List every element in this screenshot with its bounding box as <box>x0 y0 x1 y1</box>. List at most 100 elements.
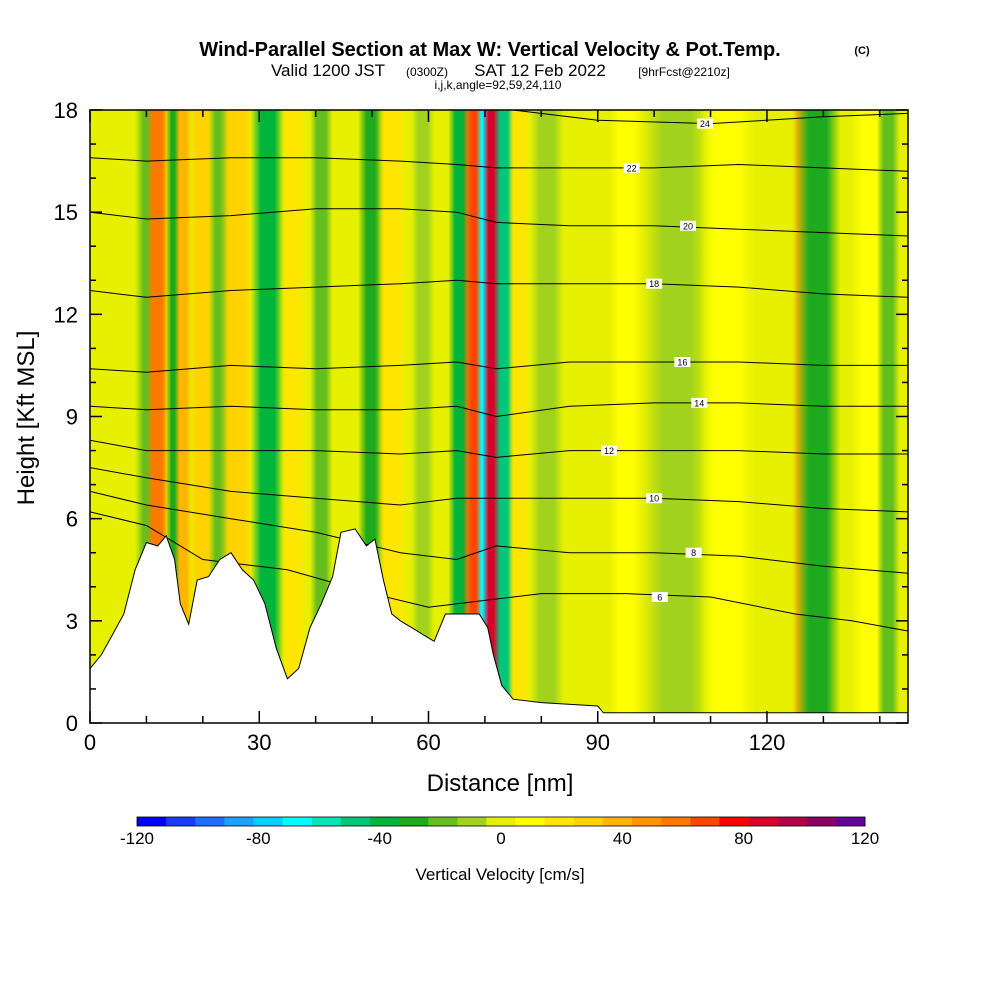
colorbar-tick-label: 0 <box>496 829 505 848</box>
colorbar-swatch <box>224 817 254 826</box>
velocity-band <box>642 110 711 723</box>
y-axis: 0 3 6 9 12 15 18 <box>54 98 908 736</box>
colorbar-swatch <box>399 817 429 826</box>
y-tick-label: 6 <box>66 507 78 532</box>
colorbar-tick-label: -120 <box>120 829 154 848</box>
colorbar-swatch <box>835 817 866 826</box>
colorbar-swatch <box>166 817 196 826</box>
colorbar-swatch <box>311 817 342 826</box>
theta-contour-labels: 6 8 10 12 14 16 18 20 22 24 <box>601 118 713 602</box>
theta-label-box <box>623 162 640 173</box>
theta-contour-label: 10 <box>649 494 659 504</box>
colorbar-ticks: -120 -80 -40 0 40 80 120 <box>120 829 879 848</box>
colorbar-tick-label: -80 <box>246 829 271 848</box>
y-axis-label: Height [Kft MSL] <box>13 331 40 506</box>
theta-label-box <box>646 493 663 504</box>
colorbar-swatch <box>253 817 284 826</box>
colorbar-swatch <box>340 817 371 826</box>
velocity-band <box>699 110 756 723</box>
theta-contour-label: 22 <box>627 163 637 173</box>
y-tick-label: 15 <box>54 200 78 225</box>
velocity-band <box>310 110 333 723</box>
theta-label-box <box>674 357 691 368</box>
theta-label-box <box>685 547 702 558</box>
chart-subtitle-params: i,j,k,angle=92,59,24,110 <box>435 78 562 92</box>
theta-contour-label: 24 <box>700 119 710 129</box>
theta-contour-line <box>90 157 908 172</box>
x-tick-label: 120 <box>749 730 786 755</box>
chart-subtitle-date: SAT 12 Feb 2022 <box>474 61 606 80</box>
theta-contour-line <box>90 361 908 373</box>
theta-contour-label: 20 <box>683 221 693 231</box>
colorbar-tick-label: 40 <box>613 829 632 848</box>
y-tick-label: 9 <box>66 405 78 430</box>
theta-contour-line <box>90 208 908 237</box>
colorbar-label: Vertical Velocity [cm/s] <box>415 865 584 884</box>
y-tick-label: 12 <box>54 302 78 327</box>
theta-label-box <box>651 591 668 602</box>
velocity-band <box>876 110 900 723</box>
theta-label-box <box>646 278 663 289</box>
theta-contour-label: 12 <box>604 446 614 456</box>
x-tick-label: 60 <box>416 730 440 755</box>
velocity-band <box>530 110 564 723</box>
colorbar-swatch <box>282 817 313 826</box>
x-axis-label: Distance [nm] <box>427 770 574 797</box>
colorbar-swatch <box>632 817 662 826</box>
colorbar-swatch <box>748 817 779 826</box>
colorbar-tick-label: 80 <box>734 829 753 848</box>
theta-label-box <box>679 220 696 231</box>
chart-title: Wind-Parallel Section at Max W: Vertical… <box>199 39 780 61</box>
velocity-band <box>609 110 643 723</box>
colorbar-swatch <box>544 817 575 826</box>
chart-subtitle-valid: Valid 1200 JST <box>271 61 385 80</box>
colorbar-swatch <box>137 817 167 826</box>
velocity-band <box>795 110 841 723</box>
x-axis: 0 30 60 90 120 <box>84 110 881 755</box>
theta-contour-line <box>90 279 908 298</box>
velocity-band <box>278 110 308 723</box>
velocity-band <box>174 110 192 723</box>
theta-label-box <box>691 397 708 408</box>
terrain <box>90 528 908 723</box>
colorbar-swatch <box>369 817 400 826</box>
y-tick-label: 0 <box>66 711 78 736</box>
colorbar-swatch <box>486 817 517 826</box>
theta-label-box <box>696 118 713 129</box>
theta-contour-line <box>90 511 908 632</box>
colorbar-swatch <box>602 817 633 826</box>
theta-contour-line <box>90 467 908 513</box>
chart-subtitle-forecast: [9hrFcst@2210z] <box>638 65 730 79</box>
theta-contour-line <box>90 439 908 458</box>
x-tick-label: 0 <box>84 730 96 755</box>
y-tick-label: 3 <box>66 609 78 634</box>
theta-contour-label: 18 <box>649 279 659 289</box>
theta-label-box <box>601 445 618 456</box>
colorbar-swatch <box>777 817 808 826</box>
colorbar-swatch <box>690 817 720 826</box>
colorbar-swatch <box>806 817 837 826</box>
velocity-band <box>104 110 122 723</box>
x-tick-label: 90 <box>585 730 609 755</box>
chart-title-mark: (C) <box>854 45 870 57</box>
colorbar-tick-label: -40 <box>367 829 392 848</box>
theta-contour-label: 6 <box>657 592 662 602</box>
theta-contour-label: 16 <box>677 358 687 368</box>
y-tick-label: 18 <box>54 98 78 123</box>
theta-contour-label: 14 <box>694 398 704 408</box>
velocity-band <box>507 110 531 723</box>
colorbar-swatch <box>195 817 225 826</box>
colorbar-swatch <box>428 817 458 826</box>
colorbar-tick-label: 120 <box>851 829 879 848</box>
colorbar-frame <box>136 816 866 827</box>
colorbar-swatch <box>719 817 750 826</box>
velocity-band <box>411 110 435 723</box>
plot-area: 6 8 10 12 14 16 18 20 22 24 <box>90 110 908 723</box>
colorbar-swatch <box>515 817 546 826</box>
theta-contour-line <box>90 490 908 574</box>
theta-contour-label: 8 <box>691 548 696 558</box>
colorbar-swatch <box>457 817 487 826</box>
chart-subtitle-utc: (0300Z) <box>406 65 448 79</box>
